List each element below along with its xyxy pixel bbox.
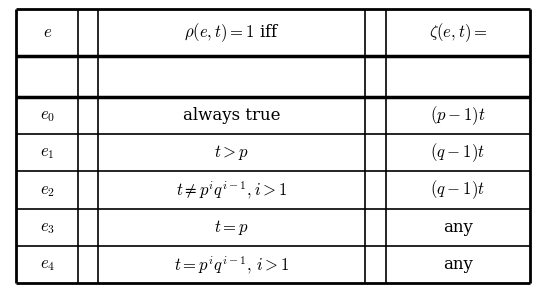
Text: $e_2$: $e_2$ — [40, 182, 55, 199]
Text: $(q-1)t$: $(q-1)t$ — [430, 179, 485, 201]
Text: $e_4$: $e_4$ — [39, 256, 55, 273]
Text: any: any — [443, 256, 473, 273]
Text: $t\neq p^i q^{i-1}, i>1$: $t\neq p^i q^{i-1}, i>1$ — [176, 179, 288, 201]
Text: $(q-1)t$: $(q-1)t$ — [430, 141, 485, 164]
Text: $t=p$: $t=p$ — [215, 218, 250, 237]
Text: any: any — [443, 219, 473, 236]
Text: $e$: $e$ — [43, 24, 52, 41]
Text: $\rho(e,t)=1$ iff: $\rho(e,t)=1$ iff — [184, 21, 280, 44]
Text: always true: always true — [183, 107, 281, 124]
Text: $e_1$: $e_1$ — [40, 144, 55, 161]
Text: $\zeta(e,t)=$: $\zeta(e,t)=$ — [429, 21, 487, 44]
Text: $t=p^i q^{i-1},\, i>1$: $t=p^i q^{i-1},\, i>1$ — [174, 254, 290, 276]
Text: $e_3$: $e_3$ — [40, 219, 55, 236]
Text: $(p-1)t$: $(p-1)t$ — [430, 104, 486, 127]
Text: $t>p$: $t>p$ — [215, 143, 250, 162]
Text: $e_0$: $e_0$ — [40, 107, 55, 124]
